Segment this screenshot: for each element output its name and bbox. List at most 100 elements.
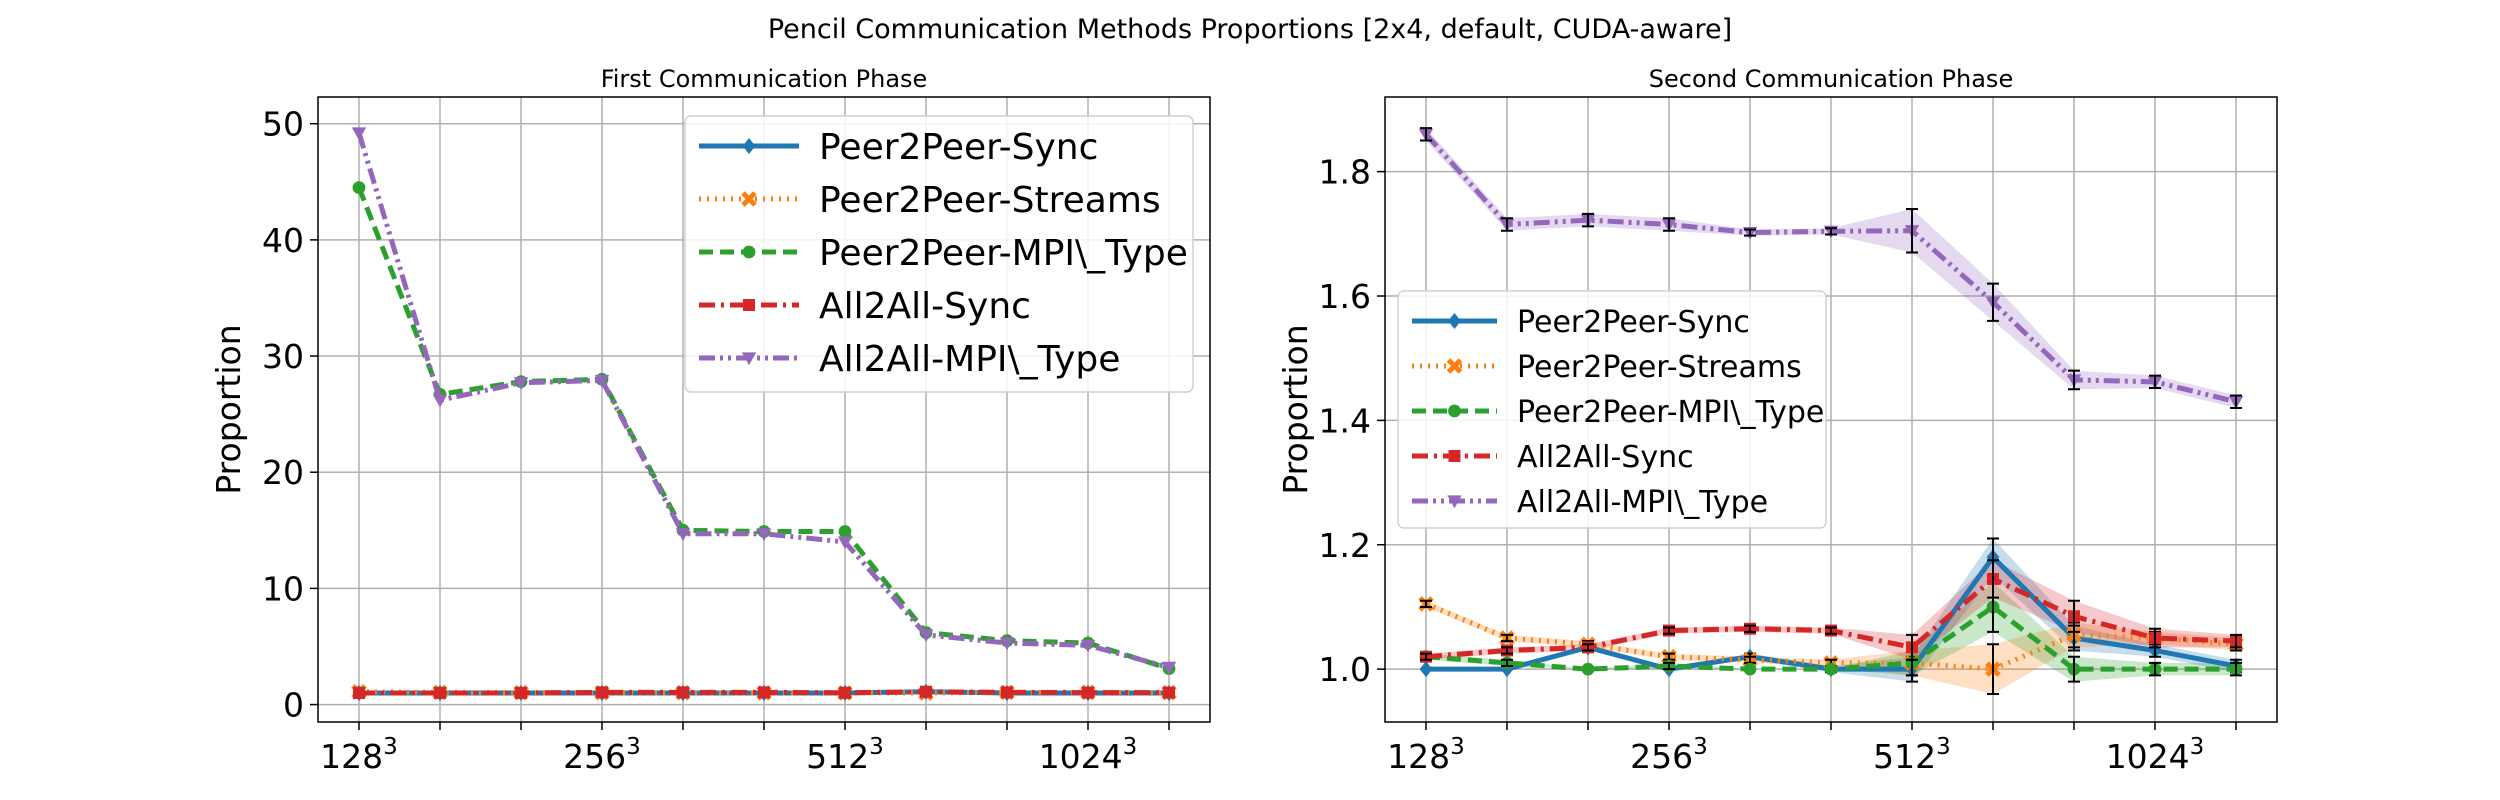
- data-point: [515, 686, 527, 699]
- x-tick-base: 128: [320, 737, 383, 776]
- error-bar: [2230, 394, 2242, 409]
- data-point: [838, 525, 852, 538]
- legend-marker: [1448, 404, 1461, 418]
- chart-panel-2: Second Communication Phase 1.0 1.2 1.4 1.6 1.…: [1276, 65, 2278, 776]
- series-4: [353, 685, 1175, 699]
- x-tick-label: 10243: [1039, 734, 1138, 776]
- data-point: [432, 394, 448, 408]
- legend: Peer2Peer-Sync Peer2Peer-Streams Peer2Peer…: [1397, 290, 1827, 529]
- error-bar: [1987, 282, 1999, 322]
- x-tick-label: 1283: [320, 734, 398, 776]
- error-bar: [1582, 212, 1594, 228]
- data-point: [596, 686, 608, 699]
- data-point: [758, 686, 770, 699]
- legend-marker: [742, 245, 756, 259]
- data-point: [1419, 661, 1433, 678]
- data-point: [352, 181, 366, 195]
- x-tick-exponent: 3: [383, 734, 398, 760]
- data-point: [513, 377, 529, 390]
- error-bar: [1663, 217, 1675, 232]
- legend-marker: [1448, 450, 1461, 462]
- series-4: [1420, 559, 2242, 663]
- x-tick-label: 2563: [563, 734, 641, 776]
- error-bar: [1501, 646, 1513, 655]
- data-point: [999, 637, 1015, 651]
- data-point: [675, 528, 691, 542]
- error-bar: [1825, 227, 1837, 236]
- error-bar: [1501, 658, 1513, 668]
- x-tick-exponent: 3: [1123, 734, 1138, 760]
- error-bar: [1663, 661, 1675, 671]
- data-point: [918, 629, 934, 643]
- y-tick-label: 0: [283, 686, 304, 725]
- error-bar: [2068, 599, 2080, 633]
- x-tick-base: 512: [1873, 737, 1936, 776]
- error-bar: [1987, 643, 1999, 696]
- legend-box: [1397, 290, 1827, 529]
- chart-title: Second Communication Phase: [1649, 65, 2013, 93]
- data-point: [1824, 662, 1838, 676]
- y-axis-label: Proportion: [1276, 324, 1315, 494]
- x-tick-base: 128: [1387, 737, 1450, 776]
- legend-marker: [741, 352, 757, 366]
- data-point: [920, 685, 932, 698]
- data-point: [353, 686, 365, 699]
- series-5: [1418, 127, 2244, 409]
- plot-frame: [1384, 96, 2278, 723]
- x-tick-label: 2563: [1630, 734, 1708, 776]
- data-point: [1080, 639, 1096, 653]
- error-band-3: [1426, 582, 2236, 682]
- data-point: [1082, 686, 1094, 699]
- data-point: [1581, 662, 1595, 676]
- legend-marker: [742, 138, 756, 154]
- x-tick-base: 1024: [1039, 737, 1123, 776]
- error-bar: [1420, 652, 1432, 661]
- data-point: [1161, 661, 1177, 675]
- x-tick-label: 5123: [806, 734, 884, 776]
- x-tick-exponent: 3: [626, 734, 641, 760]
- figure-title: Pencil Communication Methods Proportions…: [768, 14, 1732, 45]
- legend-box: [684, 115, 1194, 393]
- legend-label: Peer2Peer-Sync: [819, 127, 1098, 168]
- legend-marker: [1448, 313, 1461, 329]
- error-bar: [1420, 127, 1432, 142]
- error-bar: [1501, 217, 1513, 232]
- y-tick-label: 1.0: [1319, 650, 1371, 689]
- data-point: [839, 686, 851, 699]
- error-bar: [1906, 207, 1918, 254]
- data-point: [1001, 686, 1013, 699]
- legend: Peer2Peer-Sync Peer2Peer-Streams Peer2Peer…: [684, 115, 1194, 393]
- x-tick-base: 256: [563, 737, 626, 776]
- x-tick-exponent: 3: [1450, 734, 1465, 760]
- error-bar: [1906, 633, 1918, 661]
- error-bar: [1501, 633, 1513, 643]
- data-point: [594, 374, 610, 388]
- data-point: [434, 686, 446, 699]
- y-tick-label: 1.8: [1319, 153, 1371, 192]
- data-point: [837, 536, 853, 550]
- y-tick-label: 40: [262, 221, 304, 260]
- x-tick-exponent: 3: [2190, 734, 2205, 760]
- x-tick-label: 10243: [2106, 734, 2205, 776]
- legend-label: All2All-MPI\_Type: [1517, 485, 1768, 520]
- legend-marker: [741, 191, 757, 207]
- legend-label: All2All-Sync: [1517, 440, 1694, 475]
- plot-frame: [317, 96, 1211, 723]
- error-bar: [2230, 661, 2242, 677]
- y-tick-label: 10: [262, 569, 304, 608]
- chart-title: First Communication Phase: [601, 65, 928, 93]
- y-tick-label: 30: [262, 337, 304, 376]
- data-point: [1743, 662, 1757, 676]
- x-tick-exponent: 3: [1693, 734, 1708, 760]
- legend-label: All2All-MPI\_Type: [819, 339, 1120, 380]
- error-band-2: [1426, 600, 2236, 695]
- error-band-4: [1426, 560, 2236, 660]
- y-tick-label: 1.6: [1319, 277, 1371, 316]
- error-bar: [2149, 661, 2161, 677]
- legend-label: Peer2Peer-Streams: [819, 180, 1161, 221]
- legend-label: Peer2Peer-MPI\_Type: [1517, 395, 1824, 430]
- y-tick-label: 1.4: [1319, 401, 1371, 440]
- series-5: [351, 127, 1177, 675]
- error-bar: [2230, 633, 2242, 649]
